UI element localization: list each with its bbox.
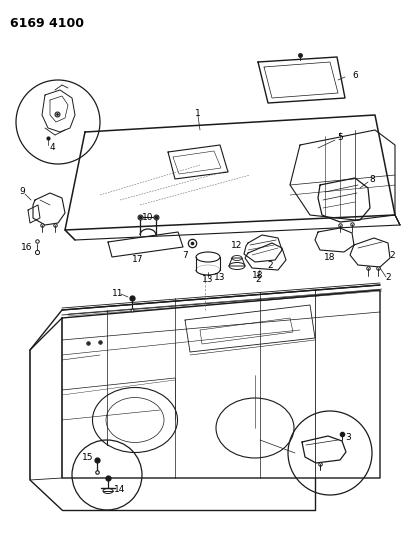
Text: 6: 6 <box>352 70 358 79</box>
Text: 6169 4100: 6169 4100 <box>10 17 84 30</box>
Text: 5: 5 <box>337 133 343 142</box>
Text: 2: 2 <box>255 276 261 285</box>
Text: 14: 14 <box>114 486 126 495</box>
Text: 13: 13 <box>214 273 226 282</box>
Text: 15: 15 <box>82 454 94 463</box>
Text: 17: 17 <box>132 255 144 264</box>
Text: 7: 7 <box>182 251 188 260</box>
Text: 16: 16 <box>21 243 33 252</box>
Text: 2: 2 <box>389 251 395 260</box>
Text: 11: 11 <box>112 288 124 297</box>
Text: 13: 13 <box>202 276 214 285</box>
Text: 3: 3 <box>345 432 351 441</box>
Text: 2: 2 <box>267 262 273 271</box>
Text: 18: 18 <box>324 254 336 262</box>
Text: 12: 12 <box>231 240 243 249</box>
Text: 1: 1 <box>195 109 201 117</box>
Text: 4: 4 <box>49 143 55 152</box>
Text: 10: 10 <box>142 214 154 222</box>
Text: 2: 2 <box>385 273 391 282</box>
Text: 18: 18 <box>252 271 264 280</box>
Text: 9: 9 <box>19 188 25 197</box>
Text: 8: 8 <box>369 175 375 184</box>
